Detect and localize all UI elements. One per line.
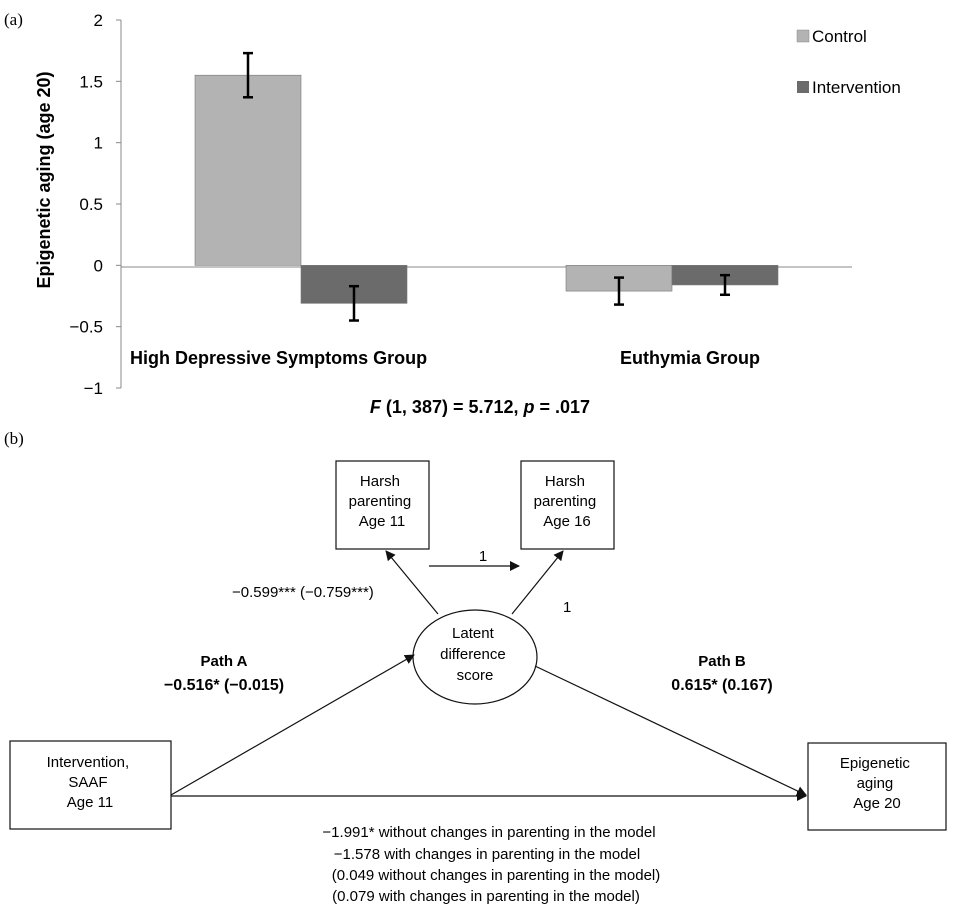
y-tick-label: 1.5: [79, 72, 103, 91]
y-tick-label: 0: [94, 256, 103, 275]
node-epigenetic-text: Epigenetic aging Age 20: [840, 755, 914, 812]
category-label-high-depressive: High Depressive Symptoms Group: [130, 348, 427, 368]
p-value: = .017: [535, 397, 591, 417]
legend-swatch-control: [796, 29, 810, 43]
coef-harsh11-harsh16: 1: [479, 548, 487, 565]
f-symbol: F: [370, 397, 382, 417]
node-text-line: SAAF: [68, 774, 107, 791]
node-harsh-parenting-16: [520, 460, 615, 550]
coef-latent-harsh11: −0.599*** (−0.759***): [232, 584, 374, 601]
panel-b-label: (b): [4, 429, 24, 448]
y-axis: 2 1.5 1 0.5 0 −0.5 −1: [69, 11, 122, 398]
path-b-coefficient: 0.615* (0.167): [671, 677, 772, 694]
node-text-line: parenting: [349, 493, 412, 510]
node-intervention-text: Intervention, SAAF Age 11: [47, 754, 134, 811]
direct-note: −1.991* without changes in parenting in …: [322, 824, 655, 841]
legend: Control Intervention: [796, 27, 901, 97]
node-text-line: aging: [857, 775, 894, 792]
arrow-path-a: [170, 654, 415, 796]
node-text-line: score: [457, 667, 494, 684]
node-text-line: Age 11: [359, 513, 405, 530]
arrow-path-b: [534, 665, 807, 796]
error-bar-intervention: [349, 284, 359, 322]
direct-note: −1.578 with changes in parenting in the …: [334, 846, 640, 863]
node-latent-text: Latent difference score: [440, 625, 510, 684]
y-tick-label: 2: [94, 11, 103, 30]
panel-a: (a) Epigenetic aging (age 20) 2 1.5 1 0.5 0 −…: [4, 10, 901, 417]
coef-latent-harsh16: 1: [563, 599, 571, 616]
node-text-line: Age 16: [543, 513, 591, 530]
bars: [194, 51, 779, 322]
arrow-latent-to-harsh16: [511, 550, 564, 615]
error-bar-intervention: [720, 273, 730, 297]
category-label-euthymia: Euthymia Group: [620, 348, 760, 368]
node-text-line: difference: [440, 646, 506, 663]
p-symbol: p: [523, 397, 535, 417]
node-harsh-parenting-11-text: Harsh parenting Age 11: [349, 473, 416, 530]
legend-label-intervention: Intervention: [812, 78, 901, 97]
y-tick-label: 1: [94, 134, 103, 153]
y-tick-label: −0.5: [69, 318, 103, 337]
node-intervention: [9, 740, 172, 830]
node-text-line: Age 20: [853, 795, 901, 812]
y-tick-label: −1: [84, 379, 103, 398]
bar-control-high-depressive: [194, 74, 302, 266]
panel-b: (b) Harsh parenting Age 11 Harsh parenti…: [4, 429, 947, 905]
arrow-latent-to-harsh11: [385, 550, 439, 615]
f-statistic: F (1, 387) = 5.712, p = .017: [370, 397, 590, 417]
node-text-line: Age 11: [67, 794, 113, 811]
node-text-line: Epigenetic: [840, 755, 911, 772]
node-harsh-parenting-16-text: Harsh parenting Age 16: [534, 473, 601, 530]
node-epigenetic-aging: [807, 742, 947, 831]
panel-a-label: (a): [4, 10, 23, 29]
f-values: (1, 387) = 5.712,: [381, 397, 524, 417]
direct-note: (0.049 without changes in parenting in t…: [332, 867, 661, 884]
path-a-title: Path A: [201, 653, 248, 670]
node-text-line: parenting: [534, 493, 597, 510]
error-bar-control: [614, 276, 624, 306]
y-axis-label: Epigenetic aging (age 20): [34, 71, 54, 288]
node-text-line: Intervention,: [47, 754, 130, 771]
node-text-line: Harsh: [360, 473, 400, 490]
node-text-line: Harsh: [545, 473, 585, 490]
y-tick-label: 0.5: [79, 195, 103, 214]
error-bar-control: [243, 51, 253, 99]
direct-note: (0.079 with changes in parenting in the …: [332, 888, 640, 905]
legend-label-control: Control: [812, 27, 867, 46]
direct-effect-notes: −1.991* without changes in parenting in …: [322, 824, 660, 905]
path-b-title: Path B: [698, 653, 746, 670]
path-a-coefficient: −0.516* (−0.015): [164, 677, 284, 694]
node-text-line: Latent: [452, 625, 495, 642]
legend-swatch-intervention: [797, 81, 809, 93]
node-harsh-parenting-11: [335, 460, 430, 550]
